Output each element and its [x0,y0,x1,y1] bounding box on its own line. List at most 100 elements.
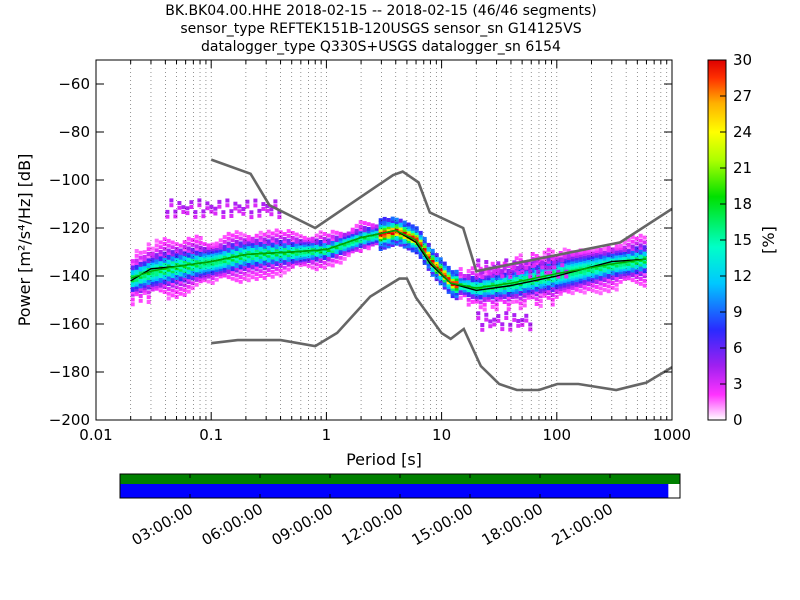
psd-cell [486,297,491,302]
psd-cell [642,264,647,269]
psd-cell [598,291,603,296]
psd-cell [162,290,167,294]
psd-cell [209,204,214,209]
psd-cell [514,299,519,304]
psd-cell [614,273,619,278]
psd-cell [242,259,247,264]
psd-cell [566,272,571,277]
psd-cell [134,268,139,273]
psd-cell [262,242,267,247]
psd-cell [262,239,267,244]
psd-cell [534,292,539,297]
psd-cell [446,277,451,282]
psd-cell [490,278,495,283]
psd-cell [286,245,291,250]
psd-cell [482,281,487,286]
psd-cell [250,253,255,258]
psd-cell [490,300,495,305]
psd-cell [282,239,287,244]
psd-cell [382,233,387,238]
psd-cell [614,253,619,258]
psd-cell [570,259,575,264]
psd-cell [518,272,523,277]
psd-cell [390,238,395,243]
psd-cell [182,254,187,259]
psd-cell [178,248,183,253]
psd-cell [213,206,218,211]
psd-cell [374,238,379,243]
psd-cell [490,305,495,309]
psd-cell [186,241,191,246]
psd-cell [382,243,387,248]
psd-cell [474,290,479,294]
psd-cell [286,257,291,262]
psd-cell [206,245,211,250]
psd-cell [249,210,254,215]
psd-cell [334,247,339,252]
psd-cell [262,275,267,280]
psd-cell [334,240,339,245]
psd-cell [294,232,299,237]
psd-cell [278,268,283,273]
psd-cell [414,233,419,238]
psd-cell [194,265,199,270]
psd-cell [250,244,255,248]
psd-cell [186,256,191,260]
psd-cell [582,285,587,290]
psd-cell [634,265,639,270]
psd-cell [330,229,335,234]
psd-cell [590,271,595,276]
psd-cell [454,286,459,291]
psd-cell [146,254,151,259]
psd-cell [234,235,239,239]
psd-cell [586,267,591,272]
psd-cell [258,264,263,269]
data-coverage-timeline: 03:00:00 06:00:00 09:00:00 12:00:00 15:00:00… [119,473,681,549]
psd-cell [254,255,259,260]
psd-cell [170,281,175,286]
psd-cell [638,265,643,269]
psd-cell [206,267,211,272]
psd-cell [230,267,235,272]
psd-cell [194,253,199,258]
psd-cell [178,279,183,284]
psd-cell [282,232,287,237]
psd-cell [594,258,599,263]
psd-cell [342,249,347,254]
psd-cell [418,238,423,243]
colorbar-tick-label: 6 [733,339,743,357]
psd-cell [534,287,539,292]
psd-cell [165,214,170,219]
psd-cell [190,242,195,247]
psd-cell [158,274,163,278]
psd-cell [186,236,191,241]
psd-cell [210,268,215,273]
psd-cell [234,249,239,254]
psd-cell [174,280,179,285]
psd-cell [150,287,155,292]
psd-cell [150,277,155,282]
psd-cell [350,242,355,247]
psd-cell [302,250,307,255]
psd-cell [506,280,511,285]
psd-cell [302,247,307,252]
psd-cell [630,270,635,275]
psd-cell [150,282,155,287]
psd-cell [562,254,567,259]
psd-cell [486,288,491,293]
psd-cell [562,281,567,286]
psd-cell [346,243,351,248]
psd-cell [150,256,155,261]
psd-cell [334,254,339,259]
psd-cell [438,278,443,283]
psd-cell [222,271,227,276]
curve-nhnm [210,158,672,273]
psd-cell [518,287,523,291]
psd-cell [206,248,211,253]
psd-cell [590,254,595,259]
psd-cell [222,273,227,278]
psd-cell [438,276,443,281]
psd-cell [512,317,517,322]
psd-cell [254,248,259,253]
psd-cell [538,258,543,263]
